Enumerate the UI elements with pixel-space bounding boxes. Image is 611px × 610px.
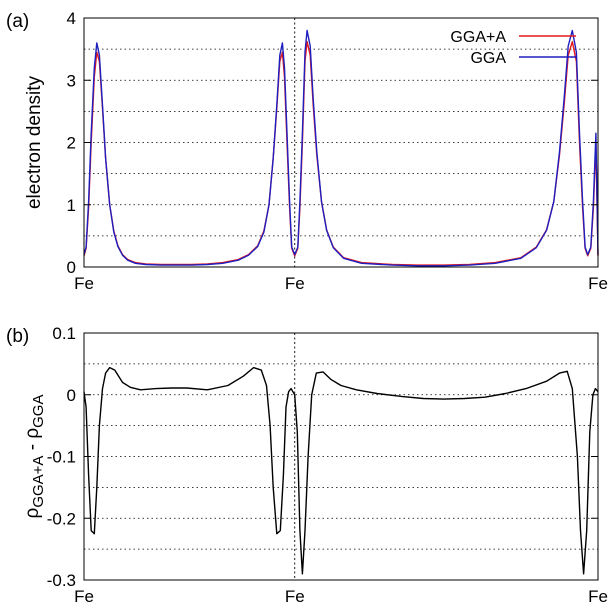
x-tick-label: Fe (285, 274, 305, 293)
panel-a-y-axis-label: electron density (24, 75, 45, 209)
panel-b-y-axis-label: ρGGA+A - ρGGA (22, 395, 47, 519)
y-tick-label: 3 (67, 71, 76, 90)
panel-a-legend: GGA+A GGA (450, 29, 576, 67)
panel-a: (a) electron density 0 1 2 3 4 Fe Fe Fe GGA+A … (6, 9, 608, 293)
x-tick-label: Fe (588, 587, 608, 606)
panel-b-gridlines (84, 363, 598, 550)
panel-b: (b) ρGGA+A - ρGGA -0.3-0.2-0.100.1 Fe Fe F… (6, 324, 608, 606)
y-tick-label: 0.1 (52, 324, 76, 343)
panel-a-label: (a) (6, 11, 29, 32)
ylabel-sub-gga-a: GGA+A (30, 456, 47, 508)
legend-label-gga: GGA (470, 50, 506, 67)
panel-a-gridlines (84, 48, 598, 237)
y-tick-label: 2 (67, 134, 76, 153)
y-tick-label: 0 (67, 386, 76, 405)
y-tick-label: 4 (67, 9, 76, 28)
y-tick-label: -0.1 (47, 448, 76, 467)
ylabel-sub-gga: GGA (30, 395, 47, 428)
series-line-gga-a (83, 41, 599, 266)
panel-a-series (83, 29, 599, 267)
ylabel-rho-1: ρ (22, 507, 43, 518)
panel-b-series (83, 366, 599, 575)
y-tick-label: -0.3 (47, 571, 76, 590)
y-tick-label: 1 (67, 196, 76, 215)
x-tick-label: Fe (74, 587, 94, 606)
x-tick-label: Fe (285, 587, 305, 606)
y-tick-label: 0 (67, 258, 76, 277)
y-tick-label: -0.2 (47, 509, 76, 528)
panel-b-y-ticks: -0.3 -0.2 -0.1 0 0.1 (47, 324, 598, 590)
panel-a-x-ticks: Fe Fe Fe (74, 274, 608, 293)
series-line-gga (83, 29, 599, 267)
series-line-difference (83, 366, 599, 575)
panel-b-x-ticks: Fe Fe Fe (74, 587, 608, 606)
x-tick-label: Fe (588, 274, 608, 293)
panel-b-label: (b) (6, 326, 29, 347)
ylabel-minus-rho: - ρ (22, 428, 43, 456)
panel-a-y-ticks: 0 1 2 3 4 (67, 9, 598, 277)
x-tick-label: Fe (74, 274, 94, 293)
legend-label-gga-a: GGA+A (450, 29, 506, 46)
